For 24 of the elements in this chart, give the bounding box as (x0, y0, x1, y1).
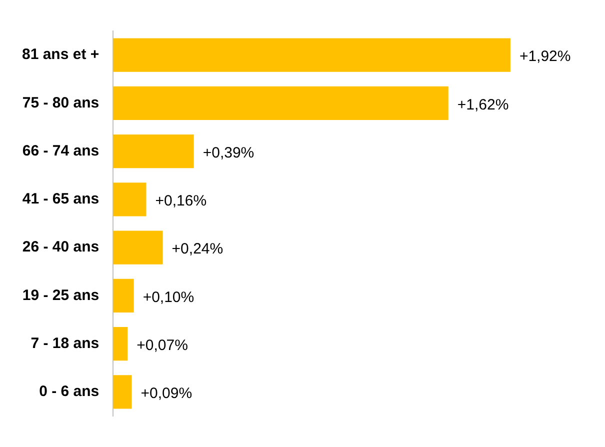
y-tick-label: 66 - 74 ans (22, 142, 100, 160)
bar (113, 38, 510, 72)
data-label: +0,07% (136, 336, 188, 354)
data-label: +0,24% (172, 240, 224, 258)
y-tick-label: 75 - 80 ans (22, 94, 100, 112)
y-tick-label: 26 - 40 ans (22, 238, 100, 256)
data-label: +1,92% (519, 48, 571, 66)
bar (113, 278, 134, 313)
bar (113, 134, 194, 168)
data-label: +0,09% (140, 385, 192, 402)
bar (113, 230, 163, 264)
data-label: +0,10% (142, 288, 194, 306)
bar (113, 86, 448, 120)
data-label: +0,39% (202, 144, 254, 162)
bar (113, 182, 146, 216)
y-tick-label: 7 - 18 ans (30, 334, 100, 352)
bar (113, 326, 128, 361)
y-tick-label: 81 ans et + (22, 46, 100, 64)
bar (113, 375, 132, 409)
data-label: +1,62% (457, 96, 509, 114)
data-label: +0,16% (155, 192, 207, 210)
y-tick-label: 19 - 25 ans (22, 286, 100, 304)
y-tick-label: 0 - 6 ans (39, 383, 100, 400)
y-tick-label: 41 - 65 ans (22, 190, 100, 208)
